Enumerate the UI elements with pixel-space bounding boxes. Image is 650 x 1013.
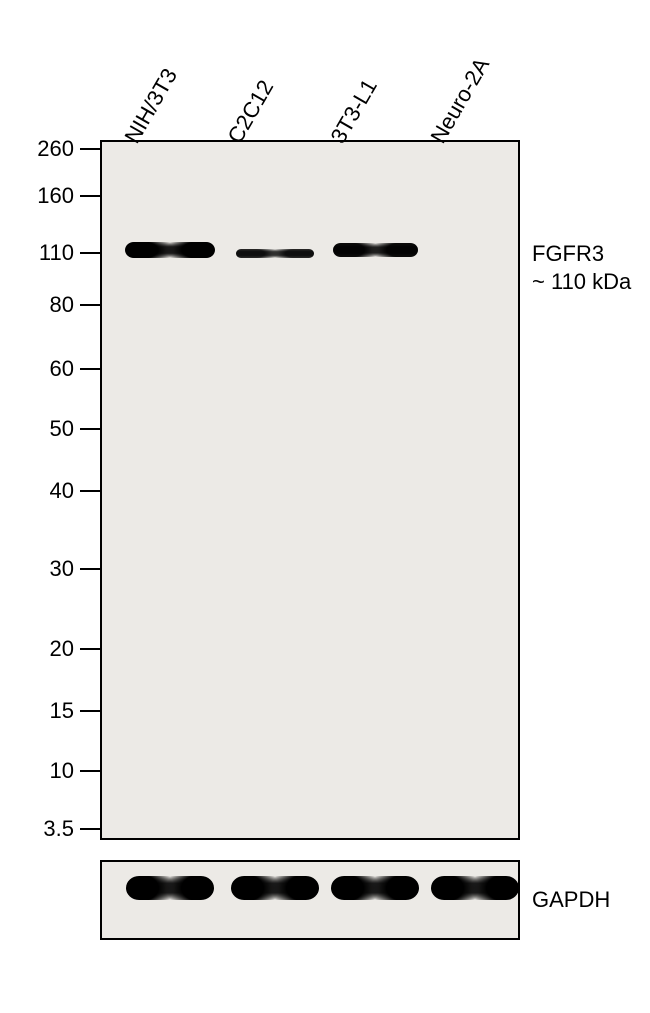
ladder-tick <box>80 490 100 492</box>
ladder-tick-label: 15 <box>0 698 74 724</box>
lane-label: Neuro-2A <box>425 53 495 148</box>
blot-band <box>431 876 519 900</box>
ladder-tick-label: 20 <box>0 636 74 662</box>
blot-band <box>231 876 319 900</box>
ladder-tick <box>80 648 100 650</box>
loading-control-label: GAPDH <box>532 886 610 914</box>
ladder-tick-label: 60 <box>0 356 74 382</box>
ladder-tick-label: 10 <box>0 758 74 784</box>
ladder-tick-label: 50 <box>0 416 74 442</box>
lane-label: C2C12 <box>222 76 279 148</box>
target-protein-label: FGFR3 ~ 110 kDa <box>532 240 631 295</box>
ladder-tick <box>80 710 100 712</box>
target-protein-name: FGFR3 <box>532 241 604 266</box>
ladder-tick <box>80 304 100 306</box>
blot-band <box>126 876 214 900</box>
lane-label: NIH/3T3 <box>119 64 182 148</box>
lane-label: 3T3-L1 <box>325 75 382 148</box>
ladder-tick <box>80 252 100 254</box>
ladder-tick-label: 110 <box>0 240 74 266</box>
ladder-tick <box>80 828 100 830</box>
ladder-tick <box>80 148 100 150</box>
ladder-tick <box>80 568 100 570</box>
ladder-tick-label: 30 <box>0 556 74 582</box>
ladder-tick <box>80 770 100 772</box>
blot-lower-panel <box>100 860 520 940</box>
ladder-tick-label: 80 <box>0 292 74 318</box>
ladder-tick <box>80 195 100 197</box>
ladder-tick-label: 160 <box>0 183 74 209</box>
blot-band <box>331 876 419 900</box>
ladder-tick <box>80 368 100 370</box>
ladder-tick-label: 260 <box>0 136 74 162</box>
ladder-tick-label: 40 <box>0 478 74 504</box>
target-protein-size: ~ 110 kDa <box>532 269 631 294</box>
blot-band <box>236 249 314 258</box>
ladder-tick <box>80 428 100 430</box>
ladder-tick-label: 3.5 <box>0 816 74 842</box>
blot-band <box>333 243 418 257</box>
blot-band <box>125 242 215 258</box>
